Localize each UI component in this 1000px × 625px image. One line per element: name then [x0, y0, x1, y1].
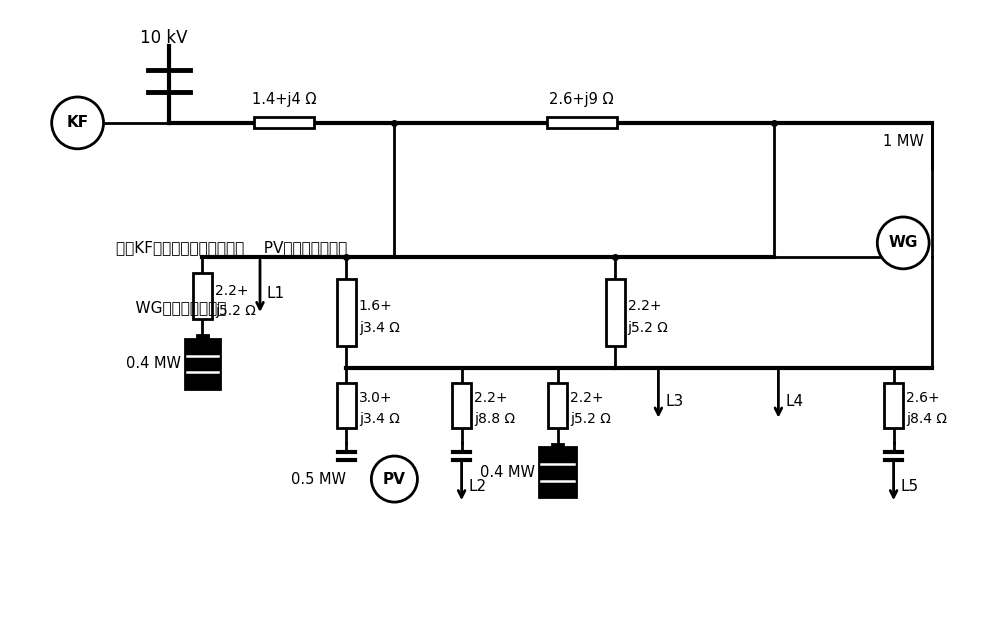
Text: 3.0+: 3.0+: [359, 391, 392, 406]
Text: j8.4 Ω: j8.4 Ω: [906, 412, 947, 426]
Bar: [606, 279, 625, 346]
Bar: [552, 444, 563, 448]
Text: L1: L1: [267, 286, 285, 301]
Bar: [193, 272, 212, 319]
Text: 1.4+j4 Ω: 1.4+j4 Ω: [252, 92, 316, 107]
Text: L2: L2: [468, 479, 486, 494]
Circle shape: [371, 456, 417, 502]
Bar: [185, 339, 220, 389]
Bar: [884, 382, 903, 428]
Text: 10 kV: 10 kV: [140, 29, 188, 47]
Text: L5: L5: [900, 479, 918, 494]
Text: j3.4 Ω: j3.4 Ω: [359, 321, 400, 335]
Text: KF: KF: [67, 116, 89, 131]
Text: 2.2+: 2.2+: [474, 391, 508, 406]
Text: j5.2 Ω: j5.2 Ω: [628, 321, 669, 335]
Bar: [197, 335, 208, 339]
Bar: [452, 382, 471, 428]
Text: j5.2 Ω: j5.2 Ω: [570, 412, 611, 426]
Text: j3.4 Ω: j3.4 Ω: [359, 412, 400, 426]
Text: 2.2+: 2.2+: [570, 391, 604, 406]
Text: 2.6+j9 Ω: 2.6+j9 Ω: [549, 92, 614, 107]
Text: 2.2+: 2.2+: [215, 284, 248, 298]
Text: 1.6+: 1.6+: [359, 299, 393, 312]
Text: WG为风力发电单元: WG为风力发电单元: [116, 301, 226, 316]
Bar: [337, 382, 356, 428]
Text: PV: PV: [383, 471, 406, 486]
Text: j8.8 Ω: j8.8 Ω: [474, 412, 515, 426]
Bar: [337, 279, 356, 346]
Text: 2.2+: 2.2+: [628, 299, 661, 312]
Text: 2.6+: 2.6+: [906, 391, 940, 406]
Text: WG: WG: [889, 236, 918, 251]
Text: 0.5 MW: 0.5 MW: [291, 471, 346, 486]
Bar: [254, 118, 314, 128]
Text: 0.4 MW: 0.4 MW: [126, 356, 181, 371]
Text: 注：KF为可控分布式发电单元    PV为光伏发电单元: 注：KF为可控分布式发电单元 PV为光伏发电单元: [116, 241, 347, 256]
Circle shape: [877, 217, 929, 269]
Bar: [547, 118, 617, 128]
Text: L4: L4: [785, 394, 803, 409]
Text: L3: L3: [665, 394, 683, 409]
Bar: [548, 382, 567, 428]
Text: 1 MW: 1 MW: [883, 134, 924, 149]
Circle shape: [52, 97, 104, 149]
Text: 0.4 MW: 0.4 MW: [480, 465, 535, 480]
Bar: [539, 448, 576, 498]
Text: j5.2 Ω: j5.2 Ω: [215, 304, 256, 318]
